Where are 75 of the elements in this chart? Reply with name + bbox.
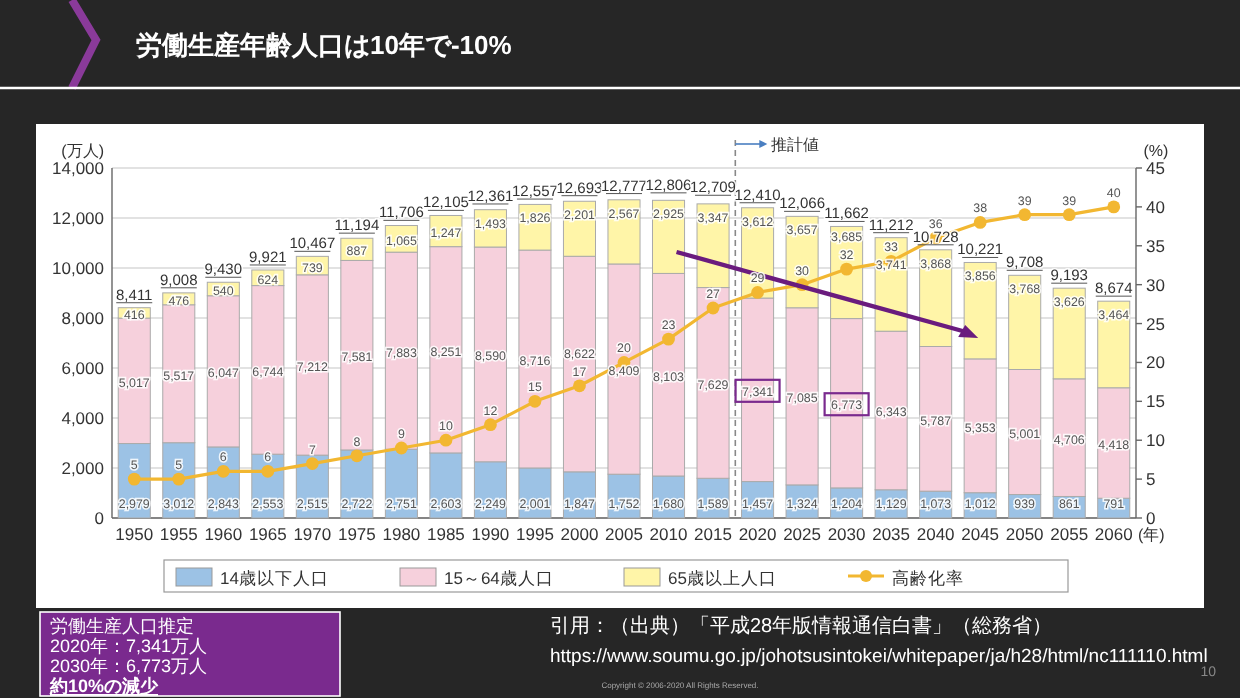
point xyxy=(573,379,586,393)
text: 2030年：6,773万人 xyxy=(50,656,208,676)
y2-tick-label: 35 xyxy=(1146,235,1166,256)
x-axis-title: (年) xyxy=(1138,526,1166,544)
y2-tick-label: 25 xyxy=(1146,313,1166,334)
point xyxy=(127,472,141,486)
x-tick-label: 1950 xyxy=(115,524,154,544)
y2-tick-label: 10 xyxy=(1146,430,1166,451)
y-tick-label: 2,000 xyxy=(61,458,105,478)
point xyxy=(528,394,542,408)
point xyxy=(840,262,854,276)
x-tick-label: 1970 xyxy=(293,524,332,544)
text: 2020年：7,341万人 xyxy=(50,636,208,656)
legend-label: 65歳以上人口 xyxy=(668,568,777,588)
x-tick-label: 1990 xyxy=(471,524,510,544)
point xyxy=(1018,208,1032,222)
y-tick-label: 10,000 xyxy=(52,258,105,278)
x-tick-label: 1985 xyxy=(426,524,466,544)
y2-tick-label: 0 xyxy=(1146,508,1156,528)
x-tick-label: 2040 xyxy=(916,524,956,544)
y2-tick-label: 20 xyxy=(1146,352,1166,373)
x-tick-label: 2015 xyxy=(694,524,733,544)
point xyxy=(484,418,497,432)
point xyxy=(305,457,319,470)
x-tick-label: 1995 xyxy=(516,524,555,544)
text: 引用：（出典）「平成28年版情報通信白書」（総務省） xyxy=(550,614,1053,638)
ref-line-label: 推計値 xyxy=(771,136,820,154)
y-axis-title: (万人) xyxy=(61,142,105,160)
y-tick-label: 8,000 xyxy=(61,308,105,328)
y2-tick-label: 5 xyxy=(1146,469,1156,490)
x-tick-label: 2000 xyxy=(560,524,599,544)
legend-label: 14歳以下人口 xyxy=(220,568,329,588)
point xyxy=(1107,200,1121,214)
point xyxy=(394,441,408,455)
x-tick-label: 1975 xyxy=(337,524,377,544)
chart-title: 労働生産年齢人口は10年で-10% xyxy=(136,30,513,60)
x-tick-label: 2010 xyxy=(649,524,688,544)
y-tick-label: 12,000 xyxy=(52,208,105,228)
point xyxy=(350,449,364,463)
x-tick-label: 2025 xyxy=(783,524,822,544)
x-tick-label: 2020 xyxy=(738,524,778,544)
y2-tick-label: 40 xyxy=(1146,196,1166,217)
x-tick-label: 2055 xyxy=(1050,524,1089,544)
y-tick-label: 4,000 xyxy=(61,408,105,428)
x-tick-label: 2030 xyxy=(827,524,867,544)
legend-label: 15～64歳人口 xyxy=(444,568,554,588)
x-tick-label: 1965 xyxy=(248,524,288,544)
x-tick-label: 2035 xyxy=(872,524,911,544)
x-tick-label: 2060 xyxy=(1094,524,1134,544)
point xyxy=(662,332,675,346)
legend-label: 高齢化率 xyxy=(892,568,964,588)
x-tick-label: 2045 xyxy=(961,524,1000,544)
x-tick-label: 2005 xyxy=(605,524,644,544)
x-tick-label: 1955 xyxy=(159,524,199,544)
text: https://www.soumu.go.jp/johotsusintokei/whitepaper/ja/h28/html/nc111110.html xyxy=(550,646,1208,668)
point xyxy=(172,472,186,486)
text: 労働生産人口推定 xyxy=(50,616,194,636)
point xyxy=(973,216,987,229)
point xyxy=(261,464,275,478)
y-tick-label: 0 xyxy=(94,508,105,528)
y2-axis-title: (%) xyxy=(1143,142,1170,160)
point xyxy=(751,286,764,299)
y2-tick-label: 15 xyxy=(1146,391,1166,412)
text: 約10%の減少 xyxy=(48,676,161,696)
point xyxy=(439,433,453,447)
x-tick-label: 1980 xyxy=(382,524,421,544)
point xyxy=(706,301,720,315)
point xyxy=(216,464,230,478)
point xyxy=(1062,208,1076,222)
x-tick-label: 2050 xyxy=(1005,524,1045,544)
y2-tick-label: 30 xyxy=(1146,274,1166,295)
y-tick-label: 6,000 xyxy=(61,358,105,378)
y2-tick-label: 45 xyxy=(1146,158,1166,178)
y-tick-label: 14,000 xyxy=(52,158,105,178)
x-tick-label: 1960 xyxy=(204,524,243,544)
